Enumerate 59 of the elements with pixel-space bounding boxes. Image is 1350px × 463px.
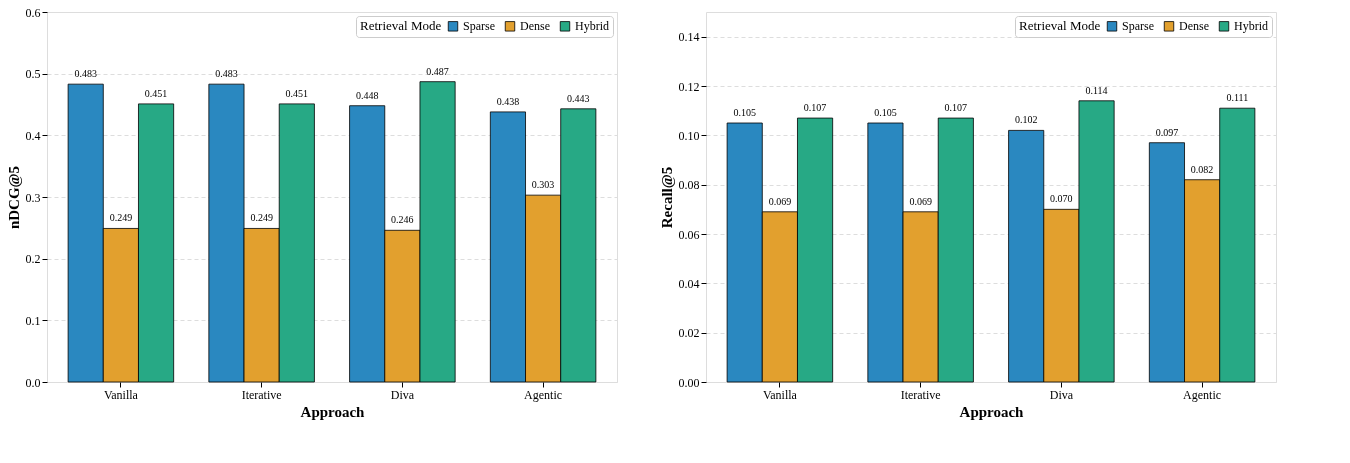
y-tick-label: 0.5 — [25, 67, 41, 82]
x-axis-title: Approach — [959, 403, 1025, 420]
y-tick-label: 0.10 — [678, 128, 700, 143]
data-label: 0.082 — [1190, 163, 1214, 175]
data-label: 0.443 — [567, 92, 590, 104]
x-tick-label: Vanilla — [762, 387, 798, 402]
y-tick-label: 0.0 — [25, 375, 41, 390]
y-tick-label: 0.1 — [25, 313, 41, 328]
legend-label: Hybrid — [575, 19, 609, 34]
data-label: 0.246 — [391, 214, 414, 226]
y-tick-label: 0.3 — [25, 190, 41, 205]
data-label: 0.249 — [109, 212, 133, 224]
x-tick-label: Iterative — [241, 387, 282, 402]
x-tick-label: Diva — [390, 387, 415, 402]
y-tick-label: 0.00 — [678, 375, 700, 390]
data-label: 0.303 — [531, 179, 555, 191]
data-label: 0.483 — [74, 68, 97, 80]
legend-title: Retrieval Mode — [1019, 18, 1101, 33]
data-label: 0.451 — [285, 87, 309, 99]
legend-label: Hybrid — [1234, 19, 1268, 34]
y-tick-label: 0.04 — [678, 276, 700, 291]
data-label: 0.483 — [215, 68, 238, 80]
legend-label: Dense — [1179, 19, 1209, 34]
legend-title: Retrieval Mode — [360, 18, 442, 33]
legend-label: Dense — [520, 19, 550, 34]
legend-label: Sparse — [463, 19, 495, 34]
data-label: 0.451 — [144, 87, 168, 99]
data-label: 0.105 — [874, 107, 897, 118]
data-label: 0.111 — [1226, 92, 1249, 104]
x-tick-label: Agentic — [1183, 387, 1222, 402]
x-axis-title: Approach — [300, 403, 366, 420]
y-tick-label: 0.2 — [25, 252, 41, 267]
y-tick-label: 0.02 — [678, 326, 700, 341]
data-label: 0.107 — [803, 102, 827, 114]
y-tick-label: 0.6 — [25, 5, 41, 20]
data-label: 0.102 — [1014, 114, 1038, 126]
y-tick-label: 0.14 — [678, 30, 700, 45]
x-tick-label: Agentic — [524, 387, 563, 402]
x-tick-label: Iterative — [900, 387, 941, 402]
data-label: 0.070 — [1050, 193, 1073, 205]
data-label: 0.105 — [733, 107, 756, 118]
data-label: 0.448 — [355, 89, 379, 101]
data-label: 0.249 — [250, 212, 273, 224]
legend-label: Sparse — [1122, 19, 1154, 34]
data-label: 0.114 — [1085, 84, 1108, 96]
x-tick-label: Diva — [1049, 387, 1074, 402]
y-tick-label: 0.06 — [678, 227, 700, 242]
y-axis-title: nDCG@5 — [5, 165, 22, 230]
data-label: 0.487 — [426, 65, 449, 77]
y-tick-label: 0.08 — [678, 178, 700, 193]
data-label: 0.069 — [768, 195, 792, 207]
y-tick-label: 0.12 — [678, 79, 700, 94]
x-tick-label: Vanilla — [103, 387, 139, 402]
y-tick-label: 0.4 — [25, 128, 41, 143]
y-axis-title: Recall@5 — [658, 166, 675, 229]
data-label: 0.107 — [944, 102, 968, 114]
data-label: 0.097 — [1155, 126, 1179, 138]
data-label: 0.069 — [909, 195, 932, 207]
data-label: 0.438 — [496, 95, 520, 107]
